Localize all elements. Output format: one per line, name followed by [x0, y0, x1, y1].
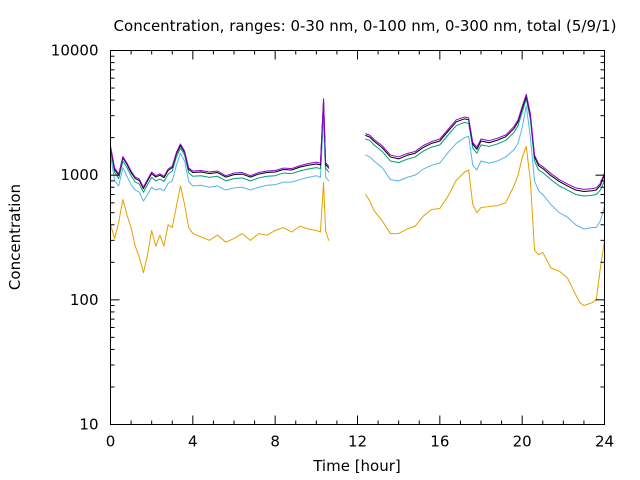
- series-4-line-segment-0: [110, 98, 330, 188]
- y-tick-label: 10000: [51, 42, 99, 60]
- chart-title: Concentration, ranges: 0-30 nm, 0-100 nm…: [114, 17, 617, 35]
- x-tick-label: 4: [188, 433, 198, 451]
- y-tick-label: 10: [79, 416, 98, 434]
- series-0-line-segment-1: [365, 145, 605, 307]
- y-axis-ticks: 10 100 1000 10000: [51, 42, 605, 434]
- series-1-line-segment-1: [365, 105, 605, 230]
- series-3-line-segment-0: [110, 99, 330, 190]
- plot-lines: [110, 93, 605, 307]
- x-axis-label: Time [hour]: [312, 457, 401, 475]
- y-tick-label: 1000: [60, 166, 98, 184]
- x-tick-label: 20: [513, 433, 532, 451]
- x-tick-label: 12: [348, 433, 367, 451]
- series-1-line-segment-0: [110, 117, 330, 202]
- series-0-line-segment-0: [110, 182, 330, 274]
- series-3-line-segment-1: [365, 95, 605, 192]
- x-tick-label: 24: [595, 433, 614, 451]
- x-axis-ticks: 0 4 8 12 16 20 24: [106, 50, 614, 451]
- series-2-line-segment-0: [110, 102, 330, 193]
- series-4-line-segment-1: [365, 93, 605, 190]
- series-2-line-segment-1: [365, 98, 605, 197]
- y-tick-label: 100: [70, 291, 99, 309]
- x-tick-label: 0: [106, 433, 116, 451]
- x-tick-label: 16: [430, 433, 449, 451]
- y-axis-label: Concentration: [6, 184, 24, 290]
- x-tick-label: 8: [270, 433, 280, 451]
